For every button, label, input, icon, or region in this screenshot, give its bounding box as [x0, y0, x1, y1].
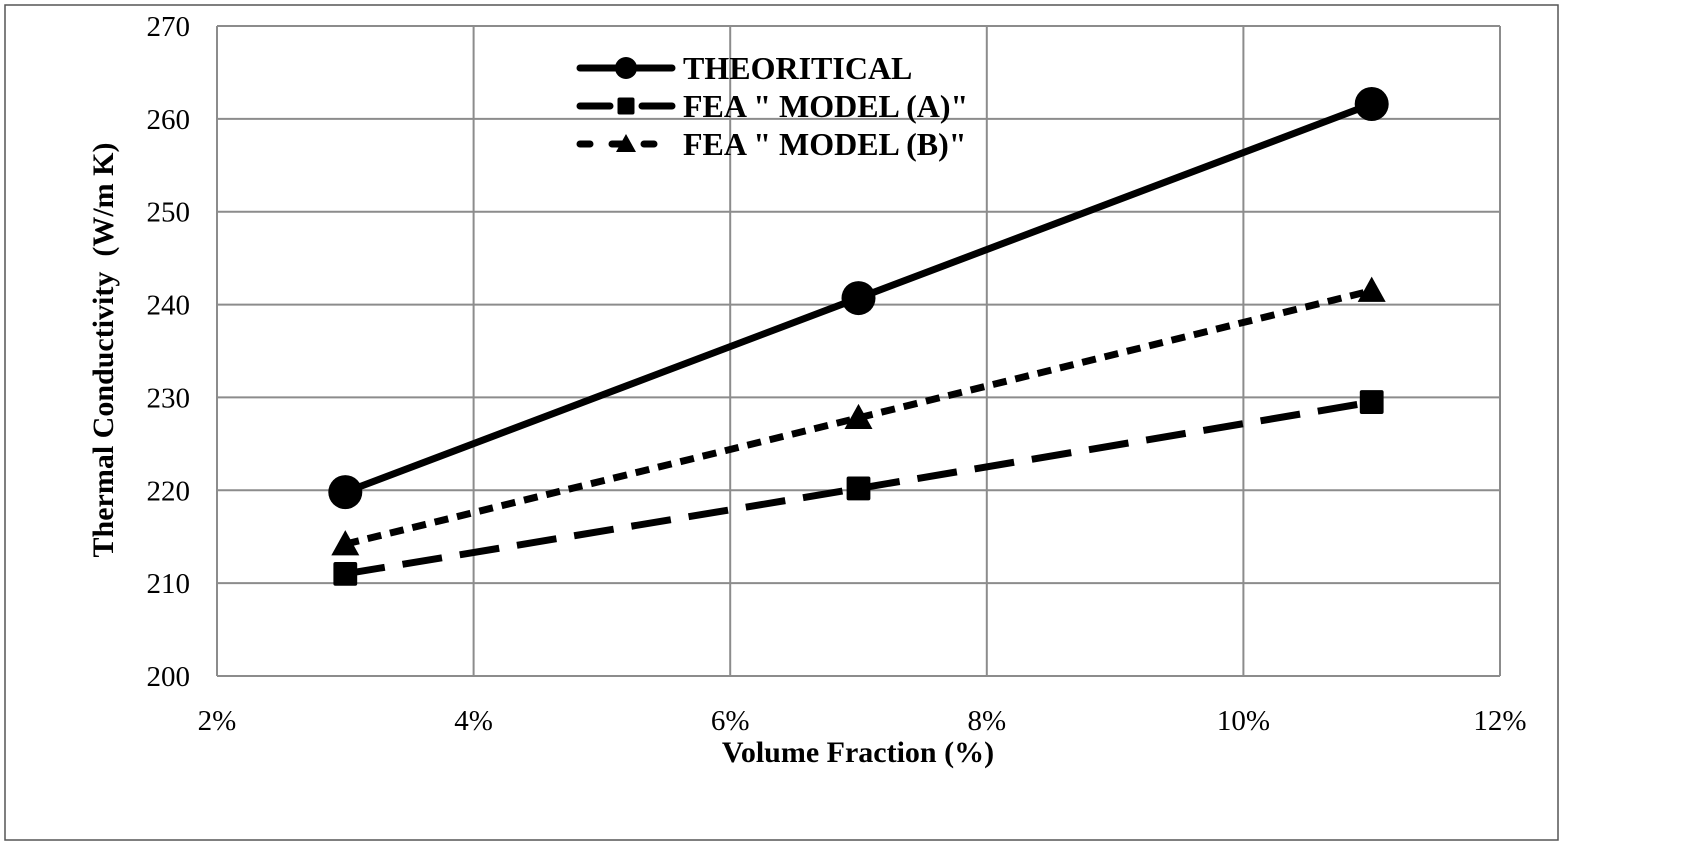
series-triangle: [331, 276, 1386, 556]
y-tick-labels: 200 210 220 230 240 250 260 270: [147, 11, 191, 693]
series-line: [344, 287, 1373, 548]
y-tick-label: 230: [147, 382, 191, 414]
circle-marker: [615, 57, 637, 79]
triangle-marker: [616, 134, 636, 152]
grid: [216, 25, 1501, 677]
x-tick-label: 2%: [198, 705, 237, 737]
legend-label: FEA " MODEL (B)": [683, 126, 967, 162]
y-tick-label: 220: [147, 475, 191, 507]
legend-item: FEA " MODEL (B)": [576, 126, 967, 162]
x-tick-label: 4%: [454, 705, 493, 737]
y-tick-label: 260: [147, 104, 191, 136]
x-tick-label: 12%: [1473, 705, 1526, 737]
chart-border: [4, 4, 1559, 841]
triangle-marker: [1357, 276, 1386, 302]
square-marker: [1359, 390, 1384, 414]
square-marker: [333, 561, 358, 586]
series-square: [333, 390, 1384, 586]
x-tick-label: 6%: [711, 705, 750, 737]
legend-item: THEORITICAL: [576, 50, 912, 86]
triangle-marker: [844, 403, 873, 430]
x-axis-label: Volume Fraction (%): [722, 736, 994, 769]
y-tick-label: 210: [147, 568, 191, 600]
x-tick-label: 10%: [1217, 705, 1270, 737]
square-marker: [846, 476, 871, 501]
square-marker: [617, 97, 635, 115]
legend-item: FEA " MODEL (A)": [576, 88, 968, 124]
y-tick-label: 270: [147, 11, 191, 43]
x-tick-label: 8%: [967, 705, 1006, 737]
circle-marker: [841, 281, 876, 316]
y-tick-label: 200: [147, 661, 191, 693]
series-group: [328, 87, 1389, 586]
x-tick-labels: 2% 4% 6% 8% 10% 12%: [198, 705, 1527, 737]
y-tick-label: 250: [147, 197, 191, 229]
legend-label: THEORITICAL: [683, 50, 912, 86]
series-circle: [328, 87, 1389, 510]
circle-marker: [1354, 87, 1389, 121]
triangle-marker: [331, 530, 360, 556]
y-tick-label: 240: [147, 290, 191, 322]
y-axis-label: Thermal Conductivity (W/m K): [87, 143, 120, 558]
circle-marker: [328, 475, 363, 510]
legend-label: FEA " MODEL (A)": [683, 88, 968, 124]
